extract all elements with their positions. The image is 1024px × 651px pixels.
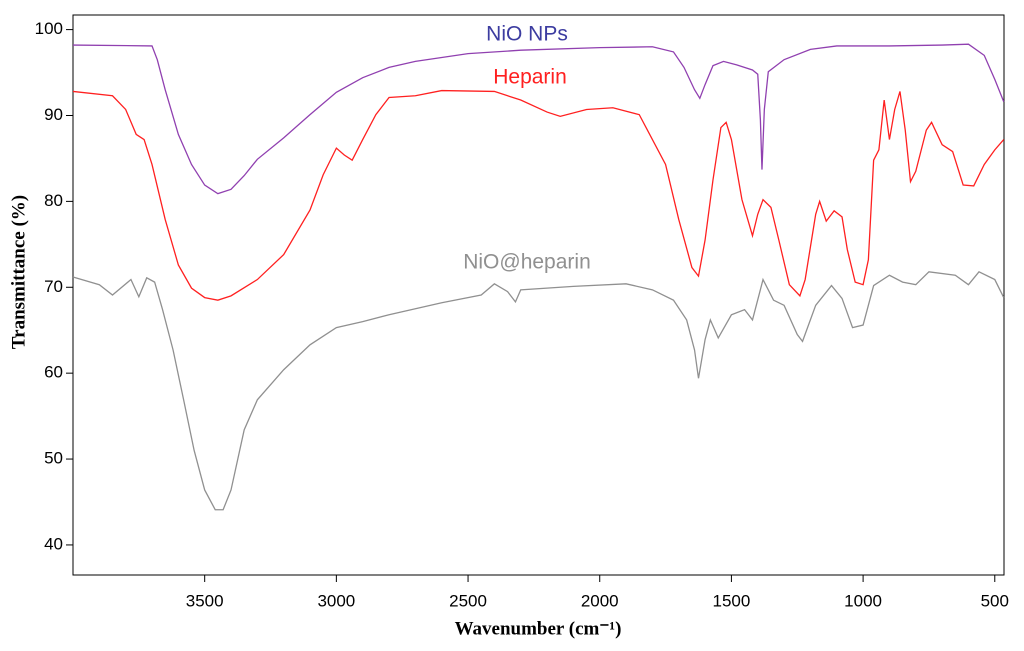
y-tick-label: 50 <box>44 449 63 468</box>
y-tick-label: 60 <box>44 363 63 382</box>
x-axis-title: Wavenumber (cm⁻¹) <box>455 618 622 639</box>
y-tick-label: 40 <box>44 534 63 553</box>
x-tick-label: 1500 <box>713 591 751 610</box>
plot-frame <box>72 14 1005 576</box>
x-tick-label: 2500 <box>449 591 487 610</box>
x-tick-label: 3000 <box>317 591 355 610</box>
x-tick-label: 2000 <box>581 591 619 610</box>
series-label: Heparin <box>493 66 567 89</box>
spectrum-line <box>72 270 1005 511</box>
y-tick-label: 100 <box>35 19 63 38</box>
spectrum-line <box>72 43 1005 195</box>
y-tick-label: 80 <box>44 191 63 210</box>
x-tick-label: 3500 <box>186 591 224 610</box>
y-tick-label: 90 <box>44 105 63 124</box>
y-axis-title: Transmittance (%) <box>8 195 29 349</box>
spectrum-line <box>72 89 1005 301</box>
x-tick-label: 500 <box>981 591 1009 610</box>
series-label: NiO@heparin <box>463 251 591 274</box>
x-tick-label: 1000 <box>844 591 882 610</box>
series-label: NiO NPs <box>486 23 568 46</box>
y-tick-label: 70 <box>44 277 63 296</box>
